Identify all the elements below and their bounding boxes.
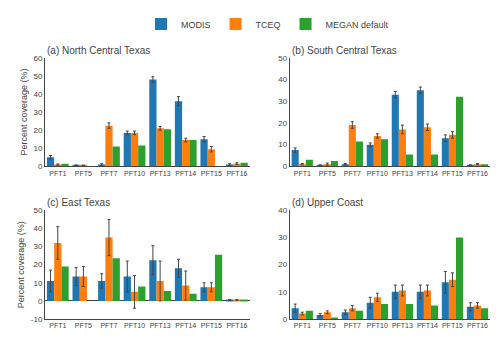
svg-text:Percent coverage (%): Percent coverage (%) [16, 221, 26, 308]
svg-text:0: 0 [283, 315, 288, 324]
svg-text:PFT5: PFT5 [75, 322, 92, 329]
svg-text:30: 30 [278, 233, 287, 242]
svg-text:PFT13: PFT13 [150, 322, 171, 329]
svg-text:PFT1: PFT1 [49, 322, 66, 329]
svg-text:PFT16: PFT16 [467, 170, 488, 177]
svg-text:0: 0 [38, 297, 43, 306]
svg-text:PFT15: PFT15 [201, 322, 222, 329]
svg-text:20: 20 [33, 260, 42, 269]
svg-text:MODIS: MODIS [181, 20, 211, 30]
svg-text:PFT10: PFT10 [367, 322, 388, 329]
svg-text:PFT16: PFT16 [226, 322, 247, 329]
svg-text:PFT16: PFT16 [467, 322, 488, 329]
svg-text:PFT15: PFT15 [442, 322, 463, 329]
svg-text:40: 40 [33, 90, 42, 99]
svg-text:0: 0 [283, 162, 288, 171]
svg-text:0: 0 [38, 162, 43, 171]
svg-text:PFT5: PFT5 [319, 322, 336, 329]
svg-text:10: 10 [278, 288, 287, 297]
svg-text:PFT1: PFT1 [294, 322, 311, 329]
svg-text:PFT15: PFT15 [442, 170, 463, 177]
svg-text:10: 10 [278, 140, 287, 149]
svg-text:PFT15: PFT15 [201, 170, 222, 177]
svg-text:Percent coverage (%): Percent coverage (%) [19, 69, 29, 156]
svg-text:(a) North Central Texas: (a) North Central Texas [47, 45, 150, 56]
svg-text:PFT13: PFT13 [150, 170, 171, 177]
svg-text:10: 10 [33, 279, 42, 288]
svg-text:PFT10: PFT10 [367, 170, 388, 177]
svg-text:(c) East Texas: (c) East Texas [47, 197, 110, 208]
svg-text:20: 20 [278, 119, 287, 128]
svg-text:PFT7: PFT7 [100, 170, 117, 177]
svg-text:(b) South Central Texas: (b) South Central Texas [292, 45, 397, 56]
svg-text:30: 30 [33, 242, 42, 251]
svg-text:PFT7: PFT7 [100, 322, 117, 329]
svg-text:60: 60 [33, 54, 42, 63]
svg-text:PFT7: PFT7 [344, 170, 361, 177]
svg-text:PFT13: PFT13 [392, 170, 413, 177]
svg-text:50: 50 [33, 206, 42, 215]
svg-text:10: 10 [33, 144, 42, 153]
svg-text:PFT1: PFT1 [294, 170, 311, 177]
svg-text:40: 40 [278, 75, 287, 84]
svg-text:PFT14: PFT14 [417, 322, 438, 329]
svg-text:50: 50 [33, 72, 42, 81]
svg-text:PFT16: PFT16 [226, 170, 247, 177]
svg-text:PFT5: PFT5 [75, 170, 92, 177]
svg-text:TCEQ: TCEQ [256, 20, 281, 30]
svg-text:PFT7: PFT7 [344, 322, 361, 329]
svg-text:-10: -10 [31, 315, 43, 324]
svg-text:50: 50 [278, 54, 287, 63]
svg-text:20: 20 [33, 126, 42, 135]
svg-text:40: 40 [278, 206, 287, 215]
svg-text:MEGAN default: MEGAN default [326, 20, 389, 30]
svg-text:30: 30 [278, 97, 287, 106]
svg-text:(d) Upper Coast: (d) Upper Coast [292, 197, 363, 208]
svg-text:PFT14: PFT14 [175, 322, 196, 329]
svg-text:PFT14: PFT14 [417, 170, 438, 177]
svg-text:PFT1: PFT1 [49, 170, 66, 177]
svg-text:20: 20 [278, 260, 287, 269]
svg-text:30: 30 [33, 108, 42, 117]
svg-text:PFT14: PFT14 [175, 170, 196, 177]
svg-text:40: 40 [33, 224, 42, 233]
svg-text:PFT13: PFT13 [392, 322, 413, 329]
svg-text:PFT5: PFT5 [319, 170, 336, 177]
svg-text:PFT10: PFT10 [124, 322, 145, 329]
svg-text:PFT10: PFT10 [124, 170, 145, 177]
